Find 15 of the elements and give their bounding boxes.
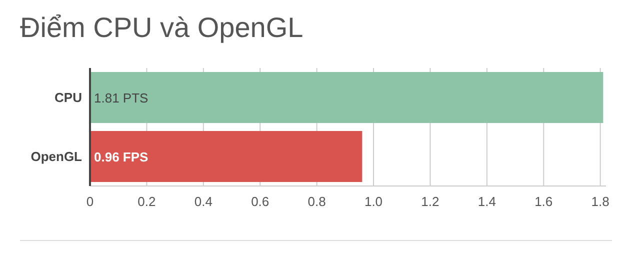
y-tick-label: CPU xyxy=(54,90,82,106)
x-tick-label: 1.4 xyxy=(478,194,496,209)
x-tick-label: 0.2 xyxy=(138,194,156,209)
x-tick-label: 1.0 xyxy=(364,194,383,209)
data-label: 1.81 PTS xyxy=(94,90,149,106)
chart-title: Điểm CPU và OpenGL xyxy=(20,12,304,45)
x-tick-label: 0 xyxy=(86,194,94,209)
x-tick-label: 1.2 xyxy=(421,194,440,209)
y-tick-label: OpenGL xyxy=(30,149,82,164)
x-tick-label: 0.6 xyxy=(251,194,270,209)
x-tick-label: 0.4 xyxy=(194,194,212,209)
data-label: 0.96 FPS xyxy=(94,150,149,164)
x-tick-label: 1.6 xyxy=(534,194,553,209)
x-tick-label: 0.8 xyxy=(308,194,326,209)
x-tick-label: 1.8 xyxy=(591,194,610,209)
